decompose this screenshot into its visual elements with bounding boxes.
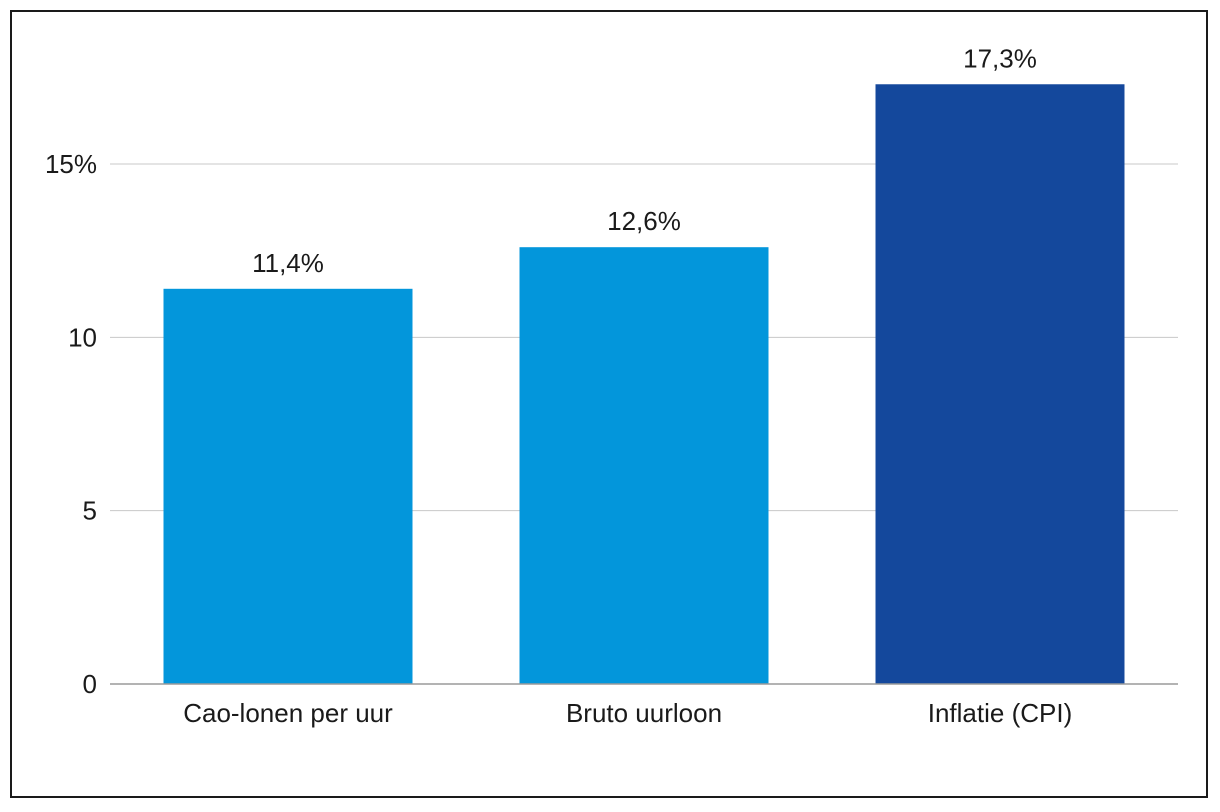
y-tick-label-5: 5 xyxy=(83,496,97,526)
category-label-2: Bruto uurloon xyxy=(566,698,722,728)
y-tick-label-0: 0 xyxy=(83,669,97,699)
chart-frame xyxy=(10,10,1208,798)
data-label-2: 12,6% xyxy=(607,206,681,236)
bar-3 xyxy=(875,84,1125,685)
data-label-1: 11,4% xyxy=(252,248,324,278)
category-label-3: Inflatie (CPI) xyxy=(928,698,1073,728)
y-axis-ticks: 0 5 10 15% xyxy=(45,149,97,699)
data-label-3: 17,3% xyxy=(963,43,1037,73)
x-axis-categories: Cao-lonen per uur Bruto uurloon Inflatie (… xyxy=(183,698,1072,728)
bar-1 xyxy=(163,288,413,684)
data-labels: 11,4% 12,6% 17,3% xyxy=(252,43,1037,278)
bars xyxy=(163,84,1125,685)
bar-2 xyxy=(519,247,769,684)
category-label-1: Cao-lonen per uur xyxy=(183,698,393,728)
y-tick-label-15: 15% xyxy=(45,149,97,179)
y-tick-label-10: 10 xyxy=(68,322,97,352)
